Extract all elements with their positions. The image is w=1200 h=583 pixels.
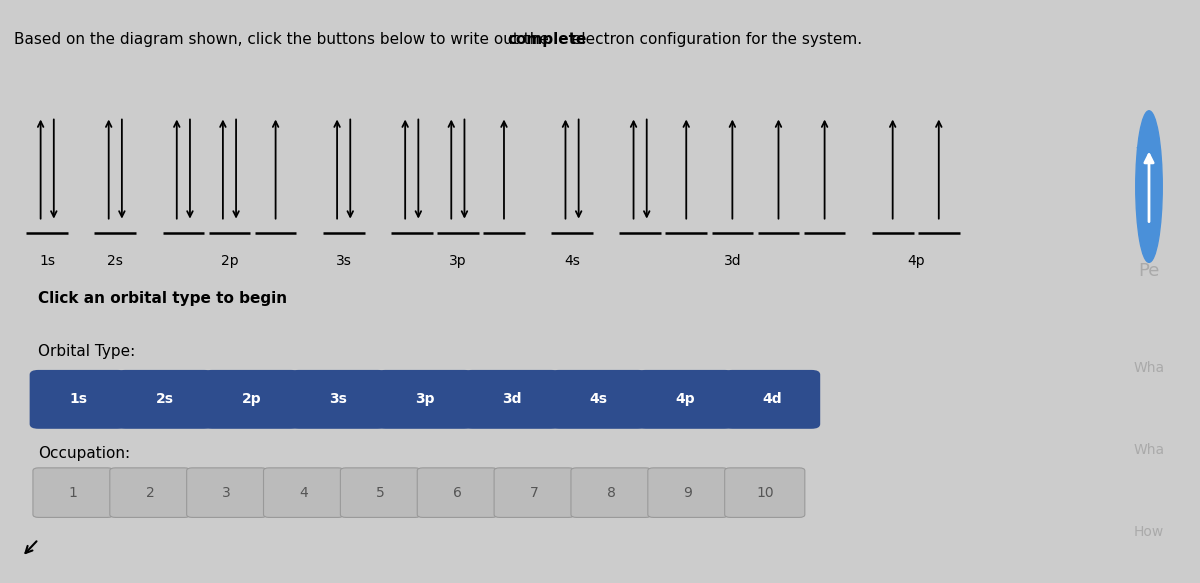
FancyBboxPatch shape bbox=[110, 468, 190, 518]
Text: 3d: 3d bbox=[502, 392, 522, 406]
Text: Click an orbital type to begin: Click an orbital type to begin bbox=[38, 292, 288, 307]
Text: 2p: 2p bbox=[241, 392, 262, 406]
Text: 4s: 4s bbox=[564, 254, 580, 268]
Text: 1s: 1s bbox=[68, 392, 86, 406]
Text: 4: 4 bbox=[299, 486, 308, 500]
Text: 2s: 2s bbox=[107, 254, 124, 268]
Text: 4s: 4s bbox=[589, 392, 607, 406]
FancyBboxPatch shape bbox=[290, 370, 386, 429]
Text: Wh: Wh bbox=[1135, 146, 1163, 164]
Text: 10: 10 bbox=[756, 486, 774, 500]
Text: Wha: Wha bbox=[1134, 443, 1164, 457]
Text: 3p: 3p bbox=[449, 254, 467, 268]
Circle shape bbox=[1135, 111, 1163, 262]
Text: Pe: Pe bbox=[1139, 262, 1159, 280]
Text: 4p: 4p bbox=[676, 392, 695, 406]
Text: 6: 6 bbox=[452, 486, 462, 500]
FancyBboxPatch shape bbox=[264, 468, 343, 518]
FancyBboxPatch shape bbox=[187, 468, 266, 518]
Text: Orbital Type:: Orbital Type: bbox=[38, 344, 136, 359]
Text: 3s: 3s bbox=[336, 254, 352, 268]
Text: Based on the diagram shown, click the buttons below to write out the: Based on the diagram shown, click the bu… bbox=[14, 32, 554, 47]
FancyBboxPatch shape bbox=[494, 468, 575, 518]
Text: Occupation:: Occupation: bbox=[38, 446, 131, 461]
FancyBboxPatch shape bbox=[637, 370, 733, 429]
Text: Co: Co bbox=[1139, 17, 1159, 33]
Text: 1s: 1s bbox=[40, 254, 55, 268]
Text: 4p: 4p bbox=[907, 254, 924, 268]
Text: 2: 2 bbox=[145, 486, 155, 500]
Text: 3s: 3s bbox=[329, 392, 347, 406]
FancyBboxPatch shape bbox=[203, 370, 300, 429]
Text: electron configuration for the system.: electron configuration for the system. bbox=[568, 32, 862, 47]
FancyBboxPatch shape bbox=[724, 370, 821, 429]
FancyBboxPatch shape bbox=[725, 468, 805, 518]
FancyBboxPatch shape bbox=[377, 370, 473, 429]
FancyBboxPatch shape bbox=[116, 370, 214, 429]
FancyBboxPatch shape bbox=[571, 468, 652, 518]
Text: 5: 5 bbox=[376, 486, 385, 500]
Text: 9: 9 bbox=[684, 486, 692, 500]
Text: Th: Th bbox=[1140, 58, 1158, 73]
Text: 2s: 2s bbox=[156, 392, 174, 406]
Text: complete: complete bbox=[508, 32, 587, 47]
Text: How: How bbox=[1134, 525, 1164, 539]
FancyBboxPatch shape bbox=[32, 468, 113, 518]
Text: 7: 7 bbox=[530, 486, 539, 500]
Text: 8: 8 bbox=[606, 486, 616, 500]
FancyBboxPatch shape bbox=[463, 370, 560, 429]
FancyBboxPatch shape bbox=[418, 468, 497, 518]
Text: 4d: 4d bbox=[762, 392, 781, 406]
FancyBboxPatch shape bbox=[341, 468, 420, 518]
Text: 3: 3 bbox=[222, 486, 232, 500]
Text: 1: 1 bbox=[68, 486, 78, 500]
FancyBboxPatch shape bbox=[648, 468, 728, 518]
Text: 3p: 3p bbox=[415, 392, 434, 406]
Text: 2p: 2p bbox=[221, 254, 239, 268]
FancyBboxPatch shape bbox=[550, 370, 647, 429]
Text: 3d: 3d bbox=[724, 254, 742, 268]
FancyBboxPatch shape bbox=[30, 370, 126, 429]
Text: Wha: Wha bbox=[1134, 361, 1164, 375]
